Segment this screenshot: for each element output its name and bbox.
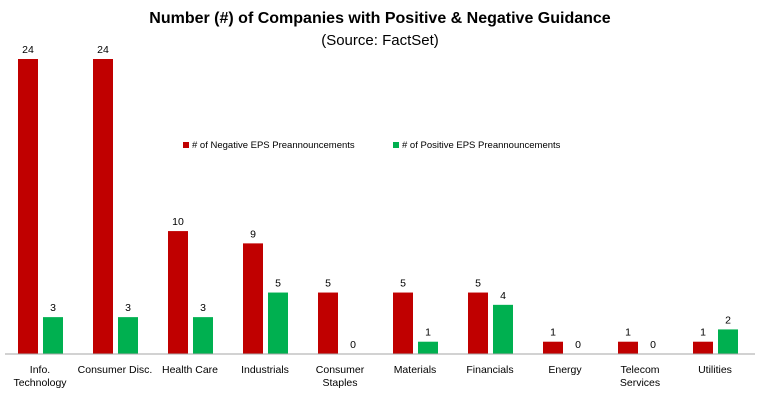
category-label-9-0: Utilities: [698, 364, 732, 376]
bar-negative-7: [543, 341, 563, 354]
data-label-positive-0: 3: [50, 302, 56, 314]
bar-negative-2: [168, 231, 188, 354]
bar-positive-5: [418, 341, 438, 354]
category-label-0-0: Info.: [30, 364, 50, 376]
bar-negative-5: [393, 292, 413, 354]
data-label-positive-1: 3: [125, 302, 131, 314]
data-label-positive-2: 3: [200, 302, 206, 314]
bar-negative-3: [243, 243, 263, 354]
data-label-positive-6: 4: [500, 290, 506, 302]
bar-negative-9: [693, 341, 713, 354]
category-label-8-0: Telecom: [620, 364, 659, 376]
data-label-positive-8: 0: [650, 339, 656, 351]
chart-title: Number (#) of Companies with Positive & …: [149, 10, 611, 27]
legend: # of Negative EPS Preannouncements # of P…: [183, 140, 561, 151]
category-label-1-0: Consumer Disc.: [78, 364, 153, 376]
data-label-positive-5: 1: [425, 327, 431, 339]
data-label-positive-9: 2: [725, 314, 731, 326]
legend-label-0: # of Negative EPS Preannouncements: [192, 140, 355, 151]
bar-negative-8: [618, 341, 638, 354]
bar-positive-1: [118, 317, 138, 354]
data-label-positive-7: 0: [575, 339, 581, 351]
category-label-6-0: Financials: [466, 364, 513, 376]
data-label-negative-2: 10: [172, 216, 184, 228]
category-label-2-0: Health Care: [162, 364, 218, 376]
data-label-negative-8: 1: [625, 327, 631, 339]
category-label-5-0: Materials: [394, 364, 437, 376]
legend-swatch-0: [183, 142, 189, 148]
data-label-negative-4: 5: [325, 278, 331, 290]
category-label-4-1: Staples: [322, 377, 357, 389]
bar-negative-0: [18, 59, 38, 354]
category-label-8-1: Services: [620, 377, 660, 389]
data-label-positive-4: 0: [350, 339, 356, 351]
category-label-7-0: Energy: [548, 364, 582, 376]
bar-negative-4: [318, 292, 338, 354]
data-label-negative-3: 9: [250, 228, 256, 240]
bar-positive-3: [268, 292, 288, 354]
bar-positive-6: [493, 304, 513, 354]
category-label-4-0: Consumer: [316, 364, 365, 376]
data-label-negative-0: 24: [22, 44, 34, 56]
category-label-3-0: Industrials: [241, 364, 289, 376]
data-label-negative-6: 5: [475, 278, 481, 290]
chart-subtitle: (Source: FactSet): [321, 32, 439, 49]
bar-positive-2: [193, 317, 213, 354]
bar-positive-9: [718, 329, 738, 354]
bars-layer: [18, 59, 738, 354]
legend-swatch-1: [393, 142, 399, 148]
data-label-negative-9: 1: [700, 327, 706, 339]
legend-label-1: # of Positive EPS Preannouncements: [402, 140, 561, 151]
data-label-negative-5: 5: [400, 278, 406, 290]
bar-negative-6: [468, 292, 488, 354]
data-label-negative-1: 24: [97, 44, 109, 56]
bar-negative-1: [93, 59, 113, 354]
category-label-0-1: Technology: [13, 377, 67, 389]
data-label-positive-3: 5: [275, 278, 281, 290]
bar-positive-0: [43, 317, 63, 354]
data-label-negative-7: 1: [550, 327, 556, 339]
